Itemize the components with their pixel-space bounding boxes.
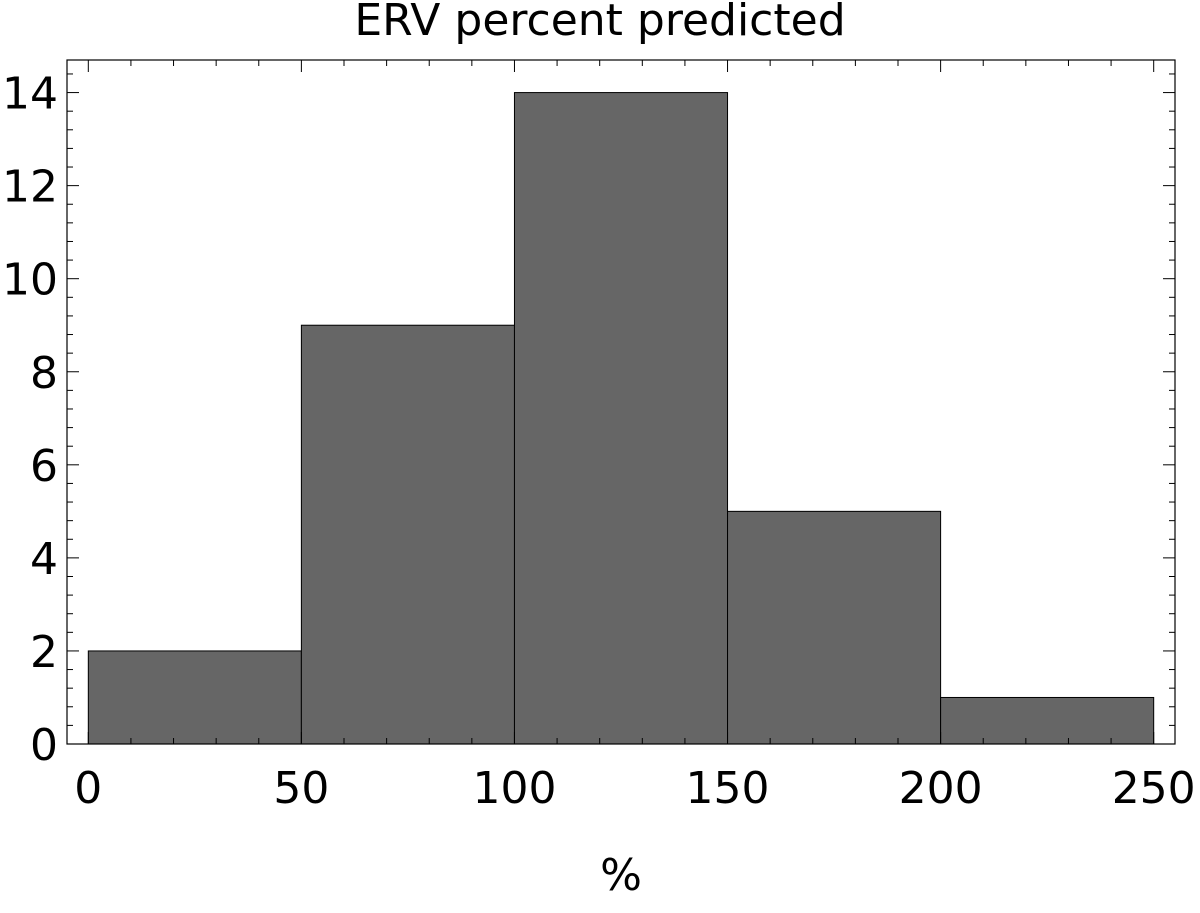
y-tick-label: 2 bbox=[30, 627, 58, 678]
y-tick-label: 12 bbox=[2, 162, 58, 213]
histogram-bar-1 bbox=[300, 324, 515, 745]
histogram-bar-4 bbox=[940, 696, 1155, 745]
histogram-bar-3 bbox=[727, 510, 942, 745]
x-tick-label: 50 bbox=[273, 763, 329, 814]
histogram-bar-0 bbox=[87, 650, 302, 745]
x-axis-label: % bbox=[600, 850, 642, 901]
x-tick-label: 150 bbox=[686, 763, 770, 814]
x-tick-label: 200 bbox=[899, 763, 983, 814]
ticks-group bbox=[67, 60, 1175, 745]
y-tick-label: 14 bbox=[2, 69, 58, 120]
y-tick-label: 8 bbox=[30, 348, 58, 399]
y-tick-labels: 0 2 4 6 8 10 12 14 bbox=[2, 69, 58, 771]
y-tick-label: 10 bbox=[2, 255, 58, 306]
x-tick-label: 100 bbox=[472, 763, 556, 814]
bars-group bbox=[87, 92, 1155, 745]
plot-frame bbox=[66, 59, 1176, 745]
chart-title: ERV percent predicted bbox=[354, 0, 845, 46]
y-tick-label: 6 bbox=[30, 441, 58, 492]
histogram-bar-2 bbox=[513, 92, 729, 745]
x-tick-label: 0 bbox=[74, 763, 102, 814]
y-tick-label: 0 bbox=[30, 720, 58, 771]
y-tick-label: 4 bbox=[30, 534, 58, 585]
x-tick-label: 250 bbox=[1112, 763, 1196, 814]
x-tick-labels: 0 50 100 150 200 250 bbox=[74, 763, 1195, 814]
